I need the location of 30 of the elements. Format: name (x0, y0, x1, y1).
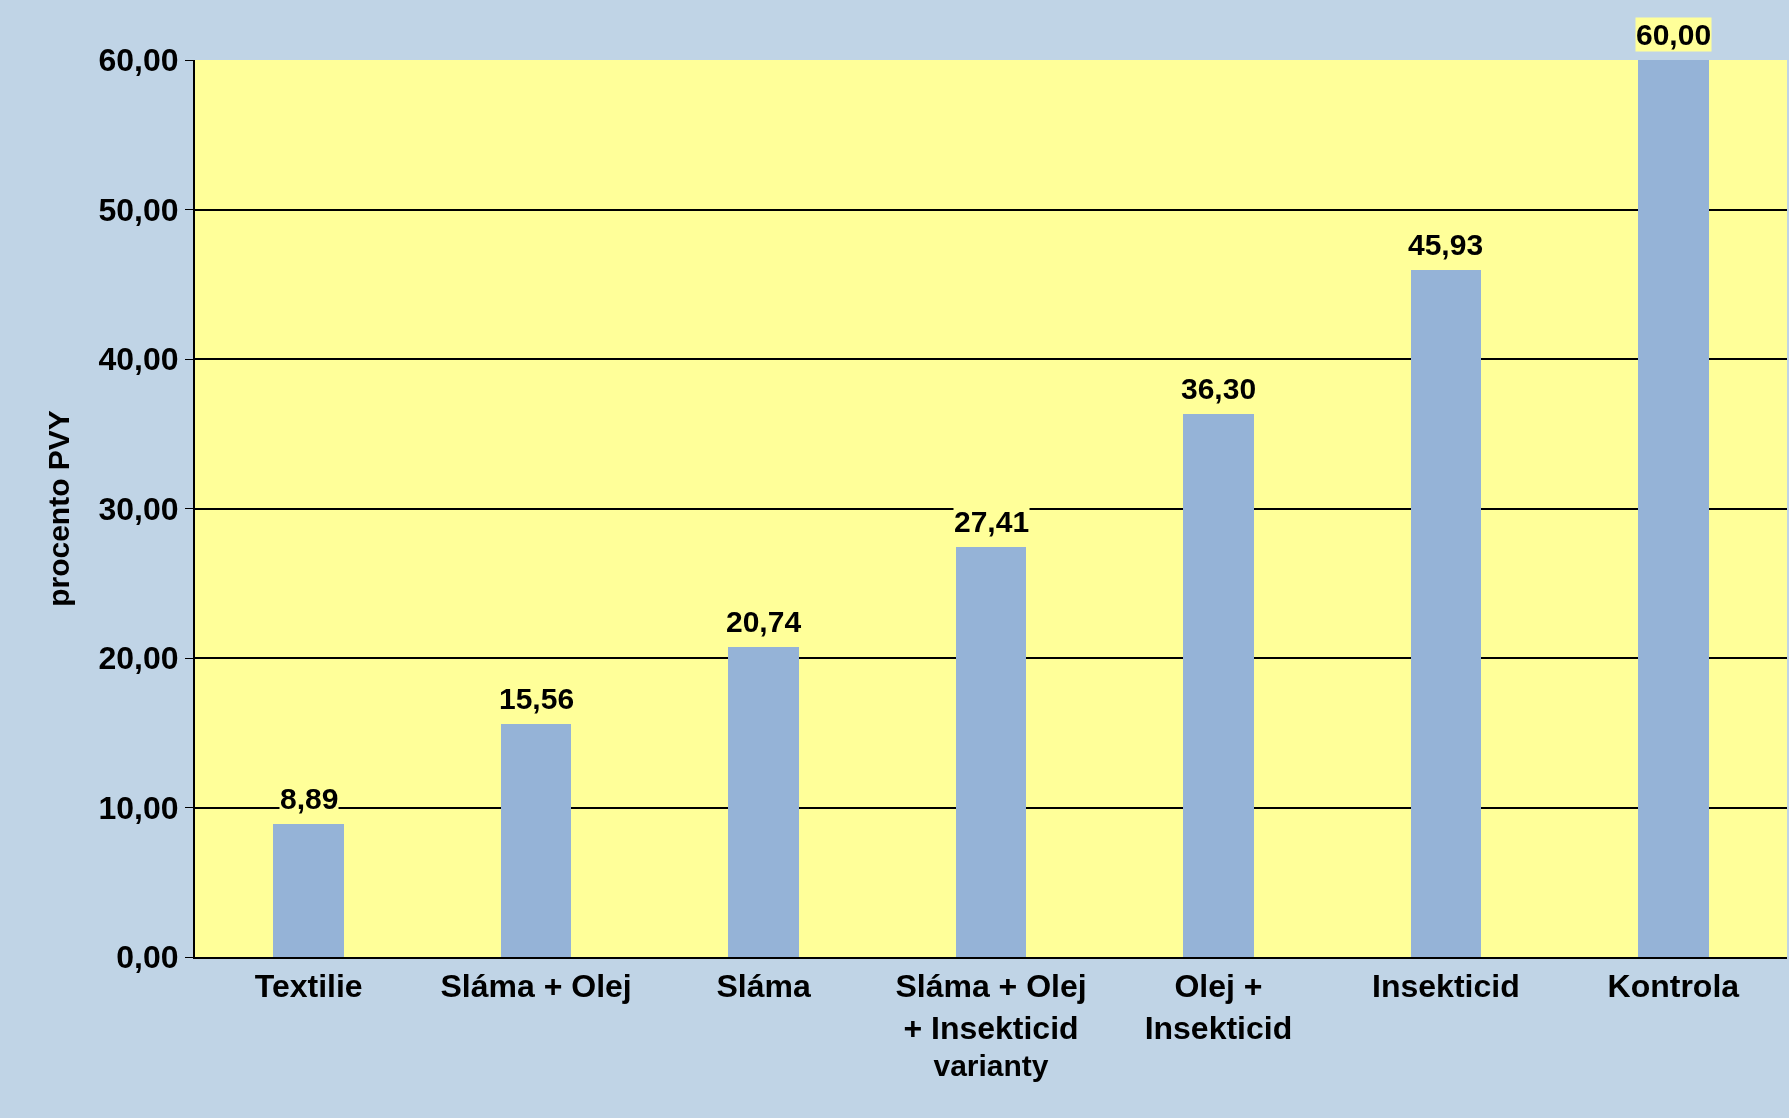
bar (1183, 414, 1254, 957)
y-tick-label: 30,00 (98, 490, 179, 527)
data-label: 8,89 (280, 782, 339, 815)
bar (273, 824, 344, 957)
y-tick-label: 50,00 (98, 191, 179, 228)
bar (1411, 270, 1481, 957)
data-label: 15,56 (499, 682, 575, 715)
x-tick-label: Sláma + Olej + Insekticid (895, 968, 1087, 1046)
x-tick-label: Textilie (254, 968, 363, 1005)
bar (956, 547, 1026, 957)
bar (501, 724, 571, 957)
y-tick-label: 0,00 (116, 939, 179, 976)
y-tick-label: 10,00 (98, 789, 179, 826)
x-tick-label: Olej + Insekticid (1144, 968, 1293, 1046)
y-tick-label: 40,00 (98, 341, 179, 378)
data-label: 20,74 (726, 605, 802, 638)
y-tick-label: 60,00 (98, 42, 179, 79)
x-tick-label: Kontrola (1607, 968, 1740, 1005)
bar (728, 647, 799, 957)
x-axis-title: varianty (933, 1049, 1049, 1082)
x-tick-label: Sláma + Olej (440, 968, 632, 1005)
y-axis-title: procento PVY (42, 410, 76, 607)
bar (1638, 60, 1709, 957)
data-label: 45,93 (1408, 228, 1484, 261)
x-tick-label: Sláma (716, 968, 811, 1005)
y-tick-label: 20,00 (98, 640, 179, 677)
data-label: 60,00 (1636, 18, 1712, 51)
data-label: 27,41 (954, 505, 1030, 538)
x-tick-label: Insekticid (1372, 968, 1520, 1005)
data-label: 36,30 (1181, 372, 1257, 405)
